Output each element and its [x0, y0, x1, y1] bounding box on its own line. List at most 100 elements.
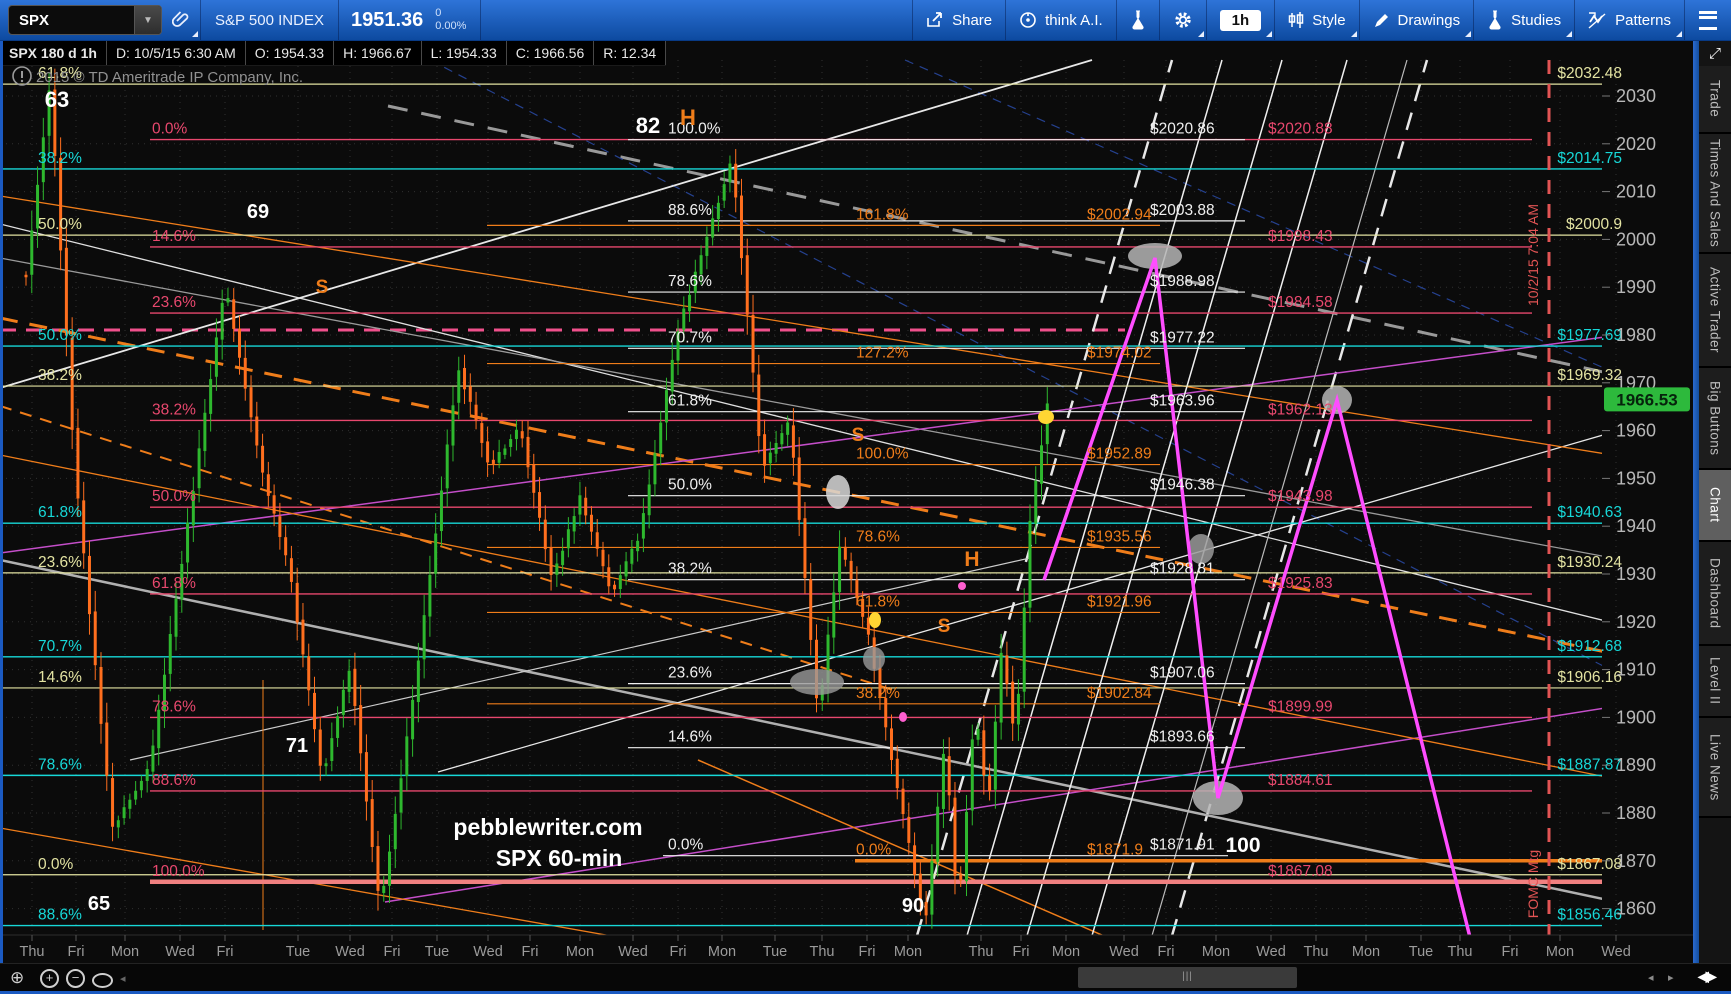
fib-pct-label: 23.6%	[152, 294, 196, 311]
candle-body	[70, 337, 74, 430]
patterns-icon	[1588, 11, 1606, 29]
copyright: 2015 © TD Ameritrade IP Company, Inc.	[12, 66, 303, 86]
tab-big-buttons[interactable]: Big Buttons	[1699, 368, 1731, 470]
candle-body	[1028, 520, 1032, 608]
pan-right-button[interactable]: ▸	[1668, 972, 1674, 984]
fib-pct-label: 100.0%	[668, 121, 721, 138]
tab-chart[interactable]: Chart	[1699, 470, 1731, 542]
think-ai-button[interactable]: think A.I.	[1006, 0, 1116, 40]
tab-level-ii[interactable]: Level II	[1699, 646, 1731, 718]
chart-menu-button[interactable]	[1685, 0, 1731, 40]
timeframe-button[interactable]: 1h	[1207, 0, 1275, 40]
time-axis-label: Wed	[1109, 944, 1139, 960]
time-axis-label: Thu	[1448, 944, 1473, 960]
candle-body	[884, 698, 888, 728]
fib-price-label: $1962.13	[1268, 401, 1333, 418]
candle-body	[364, 752, 368, 802]
tab-times-and-sales[interactable]: Times And Sales	[1699, 134, 1731, 254]
dropdown-corner	[1465, 31, 1472, 37]
link-button[interactable]	[162, 0, 200, 40]
style-button[interactable]: Style	[1275, 0, 1358, 40]
candle-body	[497, 452, 501, 463]
wave-label: S	[938, 616, 951, 637]
time-axis-label: Thu	[969, 944, 994, 960]
candle-body	[722, 184, 726, 201]
candle-body	[636, 540, 640, 552]
candle-body	[509, 439, 513, 447]
tab-live-news[interactable]: Live News	[1699, 718, 1731, 818]
timeline-expander-button[interactable]: ◀▶	[1698, 968, 1716, 984]
fib-price-label: $1899.99	[1268, 698, 1333, 715]
candle-body	[705, 236, 709, 256]
fib-price-label: $2000.9	[1566, 216, 1622, 233]
candle-body	[116, 820, 120, 828]
candle-body	[76, 427, 80, 499]
candle-body	[139, 780, 143, 791]
fib-price-label: $1946.38	[1150, 477, 1215, 494]
symbol-dropdown-button[interactable]: ▼	[134, 6, 161, 34]
ohlc-cell: D: 10/5/15 6:30 AM	[107, 40, 246, 65]
fib-pct-label: 161.8%	[856, 206, 909, 223]
candle-body	[214, 337, 218, 377]
fib-price-label: $1988.98	[1150, 273, 1215, 290]
crosshair-tool-button[interactable]: ⊕	[10, 968, 25, 987]
candle-body	[341, 689, 345, 715]
pan-left-button[interactable]: ◂	[1648, 972, 1654, 984]
share-button[interactable]: Share	[913, 0, 1005, 40]
trendline	[384, 707, 1602, 903]
trendline	[904, 59, 1602, 368]
time-axis-label: Mon	[111, 944, 139, 960]
ellipse-marker	[863, 647, 885, 671]
dropdown-corner	[1676, 31, 1682, 37]
candle-body	[751, 314, 755, 373]
candle-body	[866, 617, 870, 635]
think-ai-icon	[1020, 12, 1036, 28]
fib-pct-label: 61.8%	[856, 593, 900, 610]
fib-pct-label: 88.6%	[38, 907, 82, 924]
candle-body	[359, 705, 363, 754]
fib-pct-label: 61.8%	[668, 393, 712, 410]
candle-body	[376, 846, 380, 891]
fib-price-label: $1935.56	[1087, 528, 1152, 545]
chart-scrollbar-thumb[interactable]: |||	[1078, 967, 1297, 988]
candle-body	[907, 816, 911, 843]
price-axis-tick: 1950	[1616, 468, 1656, 488]
candle-body	[739, 195, 743, 259]
fib-pct-label: 14.6%	[38, 669, 82, 686]
settings-button[interactable]	[1160, 0, 1206, 40]
candle-body	[838, 546, 842, 593]
tab-active-trader[interactable]: Active Trader	[1699, 254, 1731, 368]
watermark-chart-name: SPX 60-min	[496, 845, 623, 871]
scroll-left-arrow[interactable]: ◂	[120, 973, 126, 985]
price-axis: 2030202020102000199019801970196019501940…	[1602, 86, 1690, 919]
fib-price-label: $1928.81	[1150, 561, 1215, 578]
candle-body	[538, 492, 542, 518]
candle-body	[566, 529, 570, 549]
dropdown-corner	[1197, 31, 1204, 37]
candle-body	[284, 537, 288, 556]
patterns-button[interactable]: Patterns	[1575, 0, 1684, 40]
tab-dashboard[interactable]: Dashboard	[1699, 542, 1731, 646]
candle-body	[607, 567, 611, 587]
maximize-cell-icon[interactable]: ⤢	[1708, 44, 1721, 62]
symbol-input[interactable]: SPX ▼	[8, 5, 162, 35]
fib-price-label: $1884.61	[1268, 772, 1333, 789]
share-label: Share	[952, 11, 993, 29]
candle-body	[543, 519, 547, 550]
studies-button[interactable]: Studies	[1474, 0, 1574, 40]
candle-body	[324, 763, 328, 767]
fib-pct-label: 38.2%	[38, 367, 82, 384]
zoom-out-button[interactable]: −	[66, 969, 85, 988]
ellipse-tool-button[interactable]	[92, 973, 113, 988]
zoom-in-button[interactable]: +	[40, 969, 59, 988]
paperclip-icon	[172, 11, 189, 27]
tab-trade[interactable]: Trade	[1699, 66, 1731, 134]
dropdown-corner	[1350, 31, 1357, 37]
quick-study-button[interactable]	[1117, 0, 1159, 40]
window-divider[interactable]	[1693, 40, 1699, 963]
time-axis-label: Mon	[566, 944, 594, 960]
candle-body	[572, 516, 576, 532]
drawings-button[interactable]: Drawings	[1360, 0, 1474, 40]
time-axis-label: Mon	[1352, 944, 1380, 960]
